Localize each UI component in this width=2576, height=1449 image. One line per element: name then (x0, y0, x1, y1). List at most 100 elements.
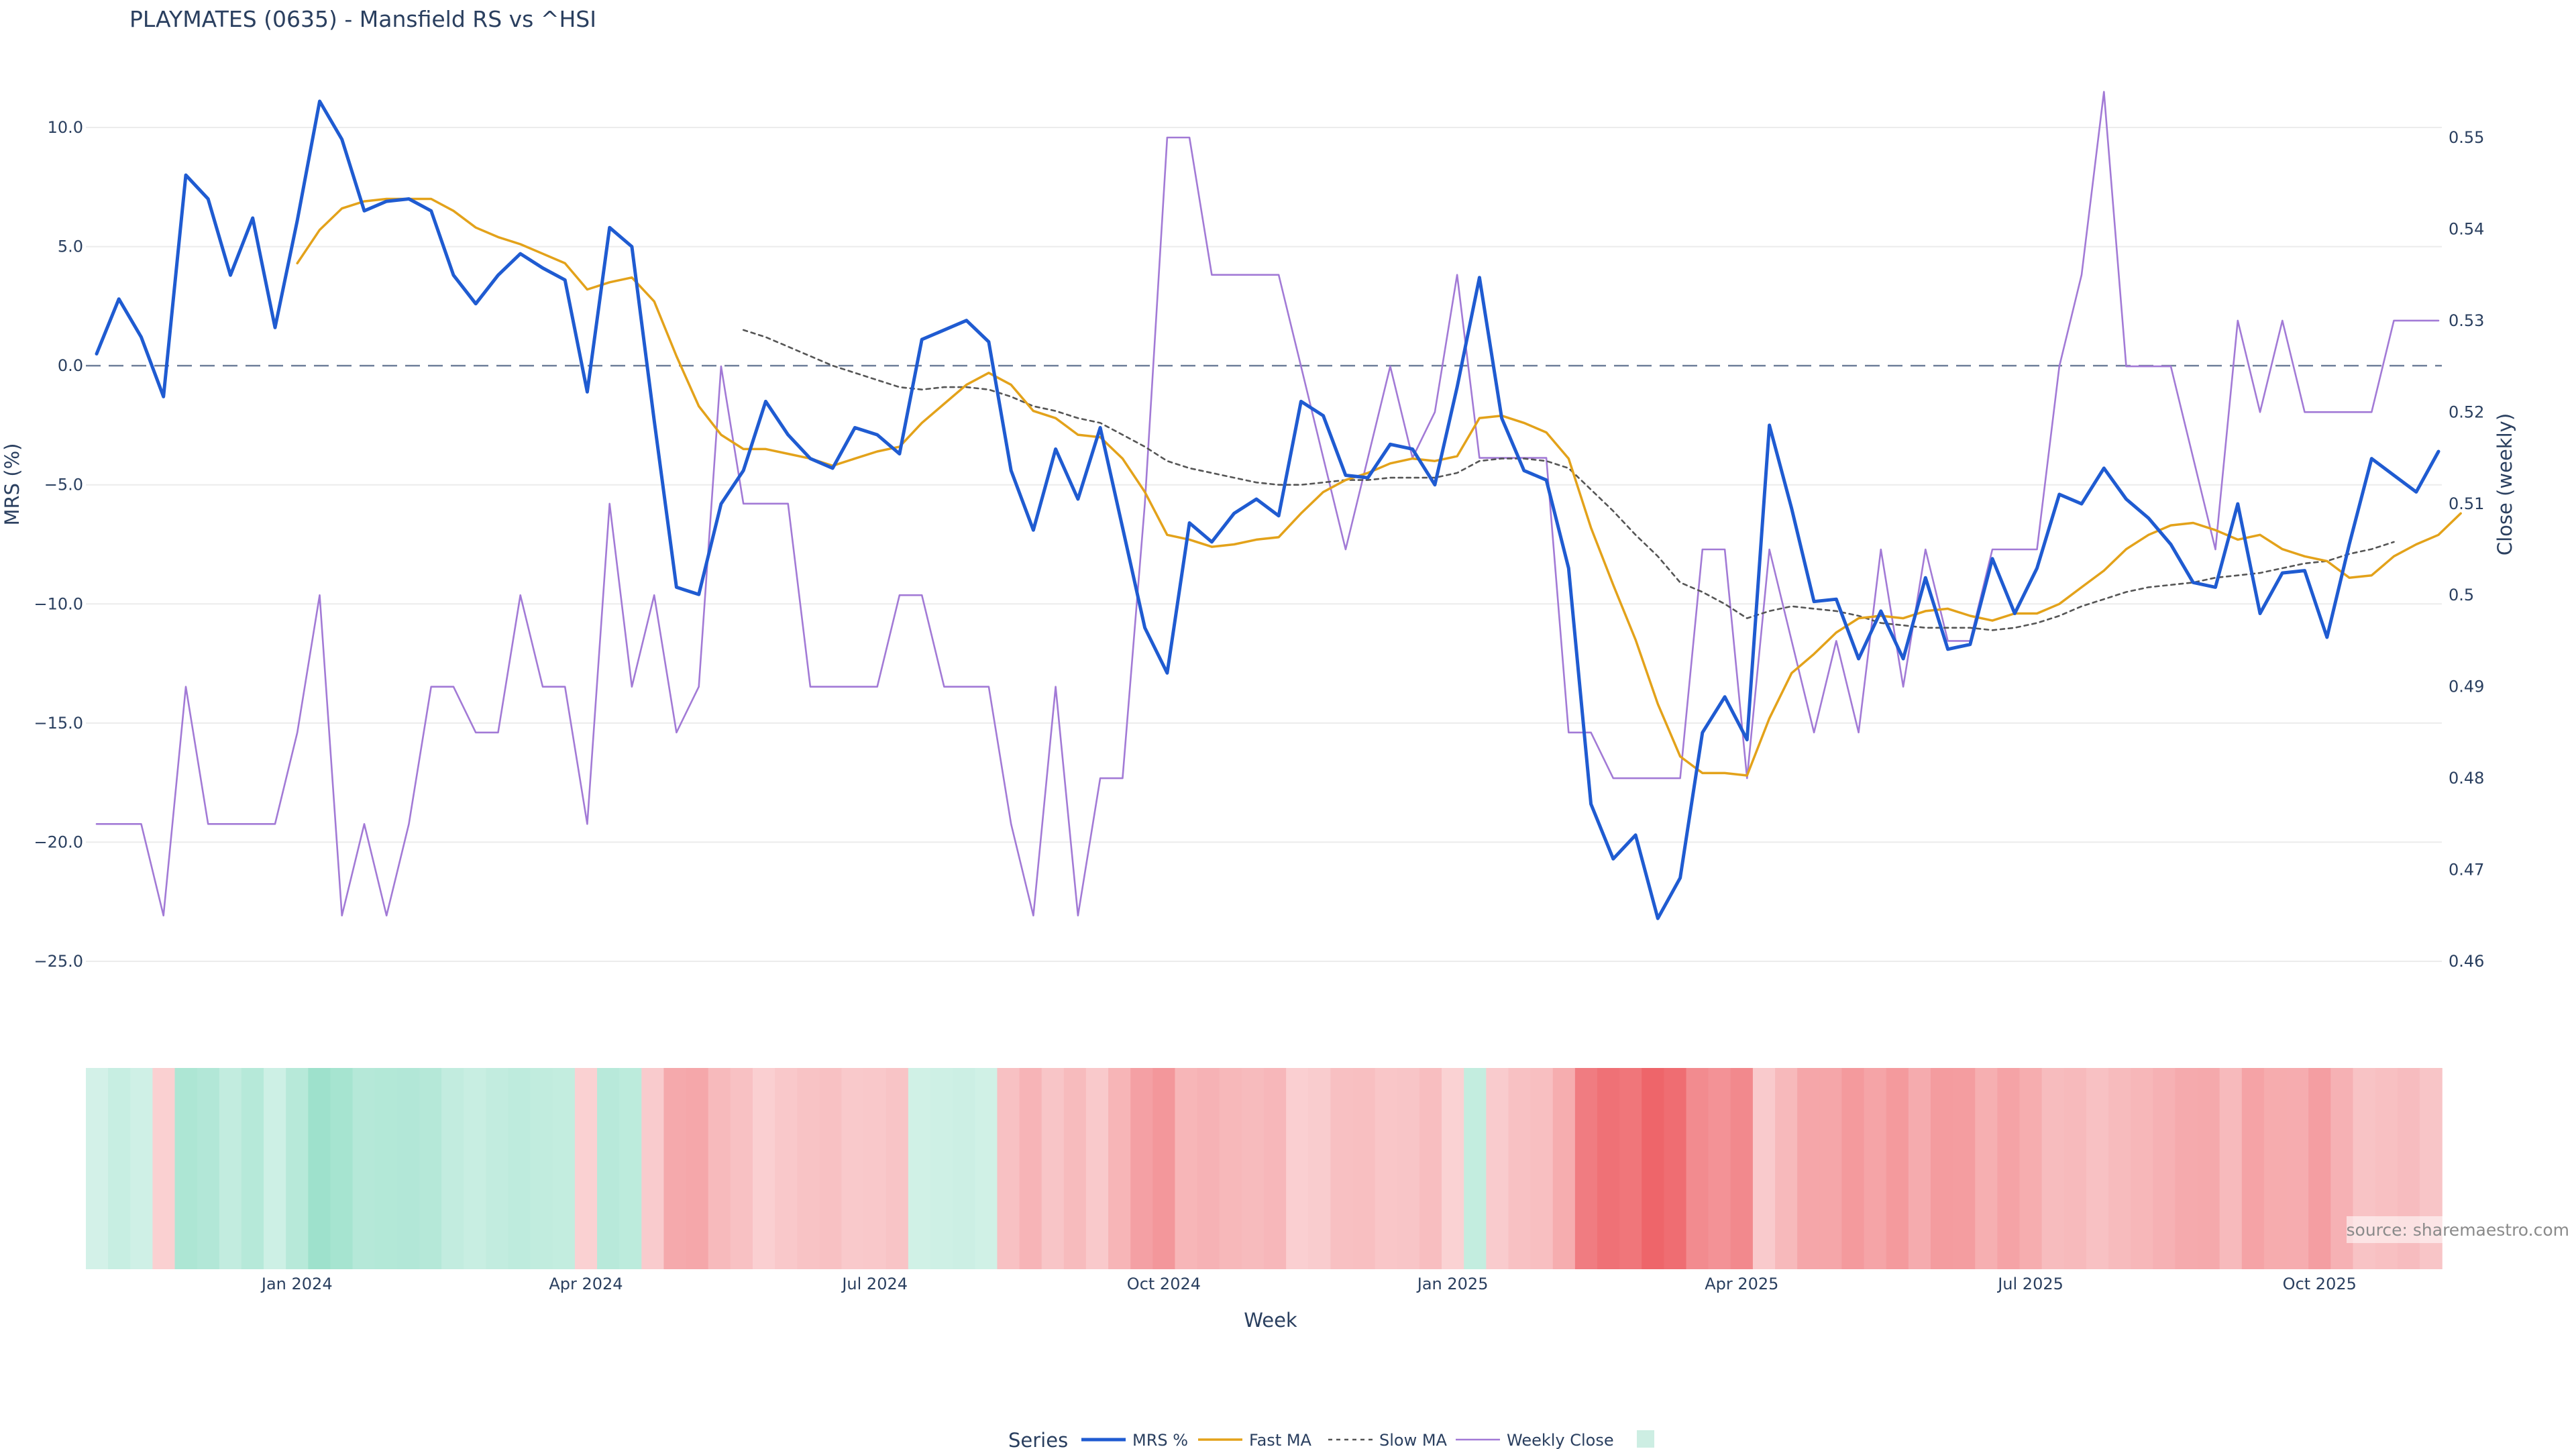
y-right-tick-label: 0.46 (2449, 952, 2484, 971)
heat-cell (1152, 1068, 1176, 1269)
heat-cell (953, 1068, 976, 1269)
legend-label: Weekly Close (1507, 1431, 1614, 1449)
heat-cell (1397, 1068, 1420, 1269)
heat-cell (219, 1068, 242, 1269)
heat-cell (885, 1068, 909, 1269)
heat-cell (1419, 1068, 1442, 1269)
y-left-tick-label: −20.0 (34, 833, 83, 851)
heat-cell (2019, 1068, 2043, 1269)
y-axis-left-label: MRS (%) (1, 443, 23, 526)
heat-cell (2153, 1068, 2176, 1269)
y-left-tick-label: −15.0 (34, 714, 83, 733)
heat-cell (2241, 1068, 2265, 1269)
heat-cell (2197, 1068, 2220, 1269)
heat-cell (2063, 1068, 2087, 1269)
heat-cell (1642, 1068, 1665, 1269)
heat-cell (1775, 1068, 1798, 1269)
heat-cell (374, 1068, 398, 1269)
heat-cell (530, 1068, 553, 1269)
heat-cell (1886, 1068, 1909, 1269)
heat-cell (330, 1068, 354, 1269)
legend-heat-swatch (1637, 1430, 1654, 1448)
y-left-tick-label: 10.0 (48, 118, 83, 137)
heat-cell (1730, 1068, 1754, 1269)
heat-cell (975, 1068, 998, 1269)
heat-cell (1308, 1068, 1332, 1269)
series-line-mrs (95, 99, 2440, 920)
y-right-tick-label: 0.51 (2449, 494, 2484, 513)
x-tick-label: Jan 2024 (260, 1275, 333, 1293)
heat-cell (486, 1068, 509, 1269)
heat-cell (1708, 1068, 1731, 1269)
heat-cell (1241, 1068, 1265, 1269)
y-left-tick-label: −10.0 (34, 594, 83, 613)
heat-cell (108, 1068, 131, 1269)
x-tick-label: Apr 2024 (549, 1275, 623, 1293)
heat-cell (1197, 1068, 1220, 1269)
y-right-tick-label: 0.5 (2449, 586, 2474, 604)
y-axis-right-label: Close (weekly) (2493, 413, 2516, 555)
heat-cell (552, 1068, 576, 1269)
heat-cell (1530, 1068, 1554, 1269)
heat-cell (286, 1068, 309, 1269)
heat-cell (1175, 1068, 1198, 1269)
heat-cell (1508, 1068, 1532, 1269)
heat-cell (1930, 1068, 1953, 1269)
heat-cell (1464, 1068, 1487, 1269)
y-left-tick-label: 0.0 (58, 356, 83, 375)
heat-cell (352, 1068, 376, 1269)
source-badge (2347, 1216, 2569, 1243)
heat-cell (1686, 1068, 1709, 1269)
heat-cell (997, 1068, 1020, 1269)
heat-cell (419, 1068, 442, 1269)
x-axis-label: Week (1244, 1309, 1297, 1332)
y-right-tick-label: 0.48 (2449, 769, 2484, 788)
left-axis-ticks: 10.0 5.0 0.0 −5.0 −10.0 −15.0 −20.0 −25.0 (34, 118, 83, 971)
y-left-tick-label: −25.0 (34, 952, 83, 971)
heat-cell (1953, 1068, 1976, 1269)
heat-cell (1442, 1068, 1464, 1269)
heat-cell (819, 1068, 843, 1269)
heat-cell (863, 1068, 887, 1269)
y-right-tick-label: 0.47 (2449, 861, 2484, 879)
x-tick-label: Jul 2025 (1996, 1275, 2063, 1293)
heat-cell (1975, 1068, 1998, 1269)
heat-cell (908, 1068, 931, 1269)
x-tick-label: Jan 2025 (1416, 1275, 1489, 1293)
heat-cell (1574, 1068, 1598, 1269)
series-line-weekly-close (95, 91, 2440, 917)
heat-cell (441, 1068, 465, 1269)
heat-cell (597, 1068, 620, 1269)
heat-cell (1041, 1068, 1065, 1269)
heat-cell (2308, 1068, 2332, 1269)
heat-cell (1108, 1068, 1132, 1269)
heat-cell (264, 1068, 286, 1269)
heat-cell (1019, 1068, 1042, 1269)
heat-cell (1375, 1068, 1398, 1269)
heat-cell (1752, 1068, 1776, 1269)
heat-cell (686, 1068, 709, 1269)
heat-cell (197, 1068, 220, 1269)
heat-cell (930, 1068, 953, 1269)
right-axis-ticks: 0.55 0.54 0.53 0.52 0.51 0.5 0.49 0.48 0.47 0.46 (2449, 128, 2484, 971)
x-tick-label: Oct 2025 (2283, 1275, 2357, 1293)
grid (86, 127, 2442, 962)
series-line-fast-ma (296, 197, 2462, 777)
x-tick-label: Apr 2025 (1705, 1275, 1778, 1293)
legend-title: Series (1008, 1429, 1068, 1449)
heat-cell (1352, 1068, 1376, 1269)
heat-cell (130, 1068, 154, 1269)
heat-cell (1063, 1068, 1087, 1269)
heat-cell (86, 1068, 109, 1269)
heat-cell (775, 1068, 798, 1269)
y-right-tick-label: 0.49 (2449, 678, 2484, 696)
heat-cell (797, 1068, 820, 1269)
heat-cell (1997, 1068, 2021, 1269)
y-right-tick-label: 0.53 (2449, 311, 2484, 330)
heat-cell (1486, 1068, 1509, 1269)
heat-cell (1085, 1068, 1109, 1269)
heat-cell (1130, 1068, 1154, 1269)
x-tick-label: Oct 2024 (1127, 1275, 1201, 1293)
heat-cell (1286, 1068, 1309, 1269)
